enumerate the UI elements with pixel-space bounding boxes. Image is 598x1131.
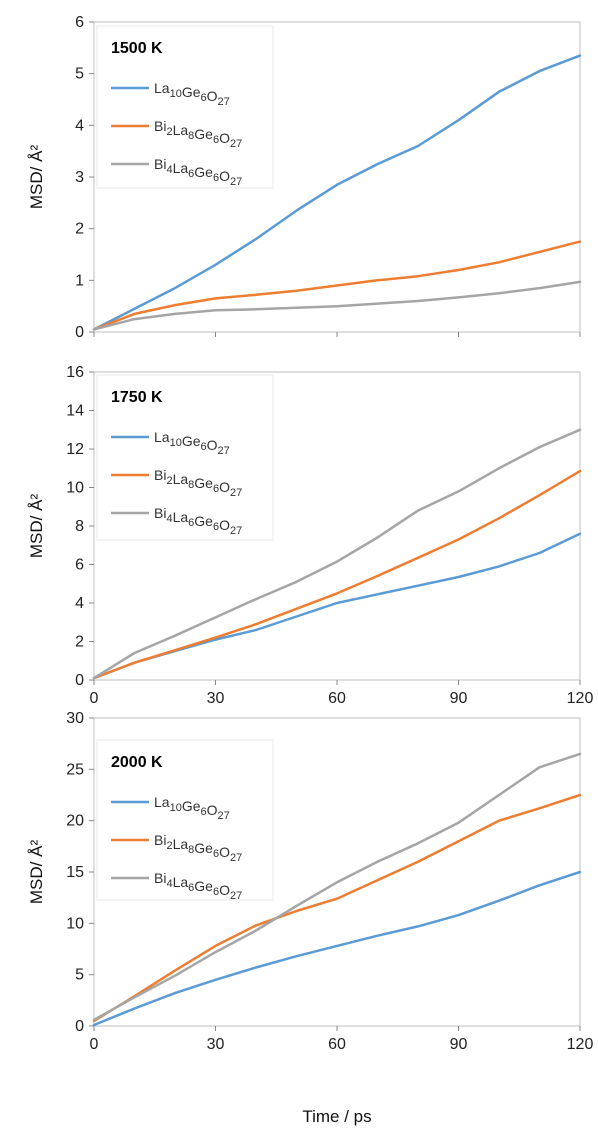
- y-tick-label: 25: [66, 761, 84, 778]
- x-tick-label: 0: [90, 1036, 99, 1053]
- legend-entry-label: Bi2La8Ge6O27: [154, 467, 242, 499]
- y-tick-label: 2: [75, 634, 84, 651]
- series-line-Bi2La8Ge6O27: [92, 793, 582, 1023]
- series-line-La10Ge6O27: [92, 54, 582, 331]
- legend-entry-label: Bi2La8Ge6O27: [154, 832, 242, 864]
- x-tick-label: 0: [90, 690, 99, 707]
- legend-box: [96, 25, 274, 189]
- x-tick-label: 60: [328, 690, 346, 707]
- legend-box: [96, 739, 274, 901]
- series-line-La10Ge6O27: [92, 532, 582, 680]
- x-tick-label: 90: [450, 690, 468, 707]
- y-tick-label: 2: [75, 221, 84, 238]
- y-tick-label: 16: [66, 364, 84, 381]
- legend-entry-label: Bi2La8Ge6O27: [154, 118, 242, 150]
- temperature-label: 1750 K: [111, 389, 163, 406]
- y-tick-label: 0: [75, 324, 84, 341]
- x-axis-label: Time / ps: [302, 1107, 371, 1126]
- y-axis-label: MSD/ Å²: [27, 840, 46, 905]
- chart-panel-0: 0 1 2 3 4 5 6 MSD/ Å² 1500 K La10Ge6O27 Bi2La8Ge6O…: [27, 14, 582, 341]
- y-tick-label: 10: [66, 480, 84, 497]
- series-line-Bi2La8Ge6O27: [92, 240, 582, 331]
- legend-entry-label: Bi4La6Ge6O27: [154, 156, 242, 188]
- y-tick-label: 1: [75, 272, 84, 289]
- y-tick-label: 3: [75, 169, 84, 186]
- x-tick-label: 30: [207, 690, 225, 707]
- temperature-label: 1500 K: [111, 40, 163, 57]
- y-tick-label: 20: [66, 813, 84, 830]
- y-tick-label: 14: [66, 403, 84, 420]
- y-tick-label: 0: [75, 672, 84, 689]
- x-tick-label: 90: [450, 1036, 468, 1053]
- y-tick-label: 6: [75, 557, 84, 574]
- chart-panel-1: 0 2 4 6 8 10 12 14 16 0 30 60 90 120 MSD/ Å² 1750 K La10…: [27, 364, 593, 707]
- y-axis-label: MSD/ Å²: [27, 145, 46, 210]
- y-tick-label: 15: [66, 864, 84, 881]
- x-tick-label: 120: [567, 1036, 594, 1053]
- legend-entry-label: Bi4La6Ge6O27: [154, 505, 242, 537]
- temperature-label: 2000 K: [111, 754, 163, 771]
- chart-panel-2: 0 5 10 15 20 25 30 0 30 60 90 120 MSD/ Å² Time / ps 20…: [27, 710, 593, 1126]
- y-tick-label: 30: [66, 710, 84, 727]
- series-line-Bi2La8Ge6O27: [92, 469, 582, 680]
- y-tick-label: 6: [75, 14, 84, 31]
- y-tick-label: 10: [66, 915, 84, 932]
- legend-entry-label: La10Ge6O27: [154, 429, 230, 457]
- y-tick-label: 4: [75, 595, 84, 612]
- y-tick-label: 5: [75, 66, 84, 83]
- y-axis-label: MSD/ Å²: [27, 494, 46, 559]
- series-line-Bi4La6Ge6O27: [92, 752, 582, 1022]
- x-tick-label: 60: [328, 1036, 346, 1053]
- y-tick-label: 5: [75, 967, 84, 984]
- x-tick-label: 120: [567, 690, 594, 707]
- y-tick-label: 12: [66, 441, 84, 458]
- legend-entry-label: La10Ge6O27: [154, 80, 230, 108]
- x-tick-label: 30: [207, 1036, 225, 1053]
- y-tick-label: 0: [75, 1018, 84, 1035]
- y-tick-label: 8: [75, 518, 84, 535]
- series-line-Bi4La6Ge6O27: [92, 280, 582, 331]
- series-line-La10Ge6O27: [92, 870, 582, 1027]
- y-tick-label: 4: [75, 117, 84, 134]
- legend-entry-label: Bi4La6Ge6O27: [154, 870, 242, 902]
- series-line-Bi4La6Ge6O27: [92, 428, 582, 680]
- legend-entry-label: La10Ge6O27: [154, 794, 230, 822]
